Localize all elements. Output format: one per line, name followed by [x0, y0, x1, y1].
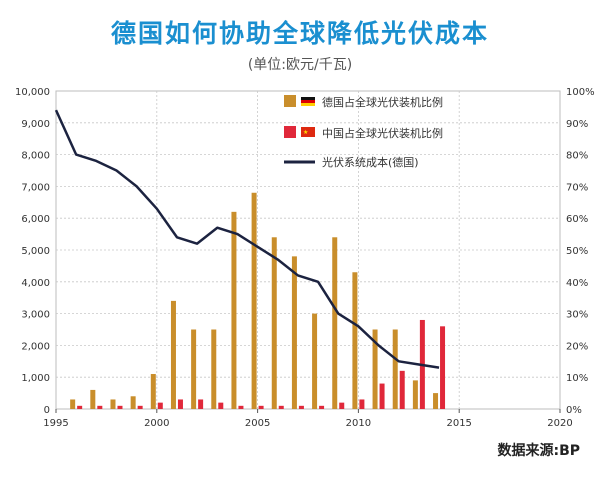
y-left-tick-label: 6,000	[21, 214, 50, 225]
bar-china	[218, 402, 224, 409]
bar-china	[359, 399, 365, 409]
svg-text:★: ★	[303, 129, 308, 136]
bar-germany	[251, 192, 257, 409]
y-right-tick-label: 10%	[566, 373, 588, 384]
grid-layer	[55, 90, 561, 410]
bar-germany	[130, 396, 136, 409]
y-right-tick-label: 0%	[566, 405, 582, 416]
y-left-tick-label: 2,000	[21, 341, 50, 352]
bar-china	[238, 405, 244, 409]
y-left-tick-label: 9,000	[21, 119, 50, 130]
bar-china	[440, 326, 446, 409]
bar-china	[339, 402, 345, 409]
bar-germany	[433, 393, 439, 409]
bar-china	[117, 405, 123, 409]
x-tick-label: 2015	[446, 418, 471, 429]
bar-china	[298, 405, 304, 409]
series-line-cost	[54, 109, 440, 369]
bar-germany	[372, 329, 378, 409]
bar-china	[97, 405, 103, 409]
bar-germany	[110, 399, 116, 409]
y-left-tick-label: 8,000	[21, 151, 50, 162]
y-right-tick-label: 60%	[566, 214, 588, 225]
y-left-tick-label: 1,000	[21, 373, 50, 384]
bar-germany	[332, 237, 338, 409]
chart-subtitle: (单位:欧元/千瓦)	[247, 57, 353, 73]
bar-china	[137, 405, 143, 409]
x-tick-label: 2020	[547, 418, 572, 429]
x-tick-label: 2010	[346, 418, 371, 429]
y-left-tick-label: 7,000	[21, 182, 50, 193]
bar-china	[77, 405, 83, 409]
bar-china	[198, 399, 204, 409]
bar-china	[157, 402, 163, 409]
bar-china	[319, 405, 325, 409]
legend-label-cost: 光伏系统成本(德国)	[322, 155, 419, 169]
y-left-tick-label: 4,000	[21, 278, 50, 289]
legend-label-germany: 德国占全球光伏装机比例	[322, 95, 443, 109]
china-flag-icon: ★	[301, 127, 315, 137]
bar-germany	[191, 329, 197, 409]
y-right-tick-label: 40%	[566, 278, 588, 289]
bar-germany	[170, 300, 176, 409]
y-right-tick-label: 90%	[566, 119, 588, 130]
bar-germany	[412, 380, 418, 409]
bar-germany	[90, 389, 96, 409]
x-tick-label: 2005	[245, 418, 270, 429]
legend: 德国占全球光伏装机比例 ★ 中国占全球光伏装机比例 光伏系统成本(德国)	[284, 95, 443, 169]
bar-germany	[291, 256, 297, 409]
y-left-tick-label: 3,000	[21, 310, 50, 321]
bar-germany	[150, 374, 156, 409]
y-left-tick-label: 10,000	[15, 87, 50, 98]
line-layer	[54, 109, 440, 369]
legend-swatch-germany-bar	[284, 95, 296, 107]
bar-layer	[70, 192, 446, 409]
legend-label-china: 中国占全球光伏装机比例	[322, 126, 443, 140]
bar-china	[399, 370, 405, 409]
bar-china	[258, 405, 264, 409]
bar-germany	[352, 272, 358, 409]
bar-germany	[312, 313, 318, 409]
bar-china	[379, 383, 385, 409]
axis-layer: 0 1,000 2,000 3,000 4,000 5,000 6,000 7,000 8,00…	[15, 87, 595, 429]
x-tick-label: 2000	[144, 418, 169, 429]
y-right-tick-label: 50%	[566, 246, 588, 257]
germany-flag-icon	[301, 97, 315, 106]
y-left-tick-label: 0	[44, 405, 50, 416]
bar-germany	[392, 329, 398, 409]
y-left-tick-label: 5,000	[21, 246, 50, 257]
bar-germany	[211, 329, 217, 409]
y-right-tick-label: 30%	[566, 310, 588, 321]
chart-title: 德国如何协助全球降低光伏成本	[110, 19, 489, 48]
y-right-tick-label: 70%	[566, 182, 588, 193]
bar-germany	[271, 237, 277, 409]
bar-china	[177, 399, 183, 409]
y-right-tick-label: 20%	[566, 341, 588, 352]
legend-swatch-china-bar	[284, 126, 296, 138]
y-right-tick-label: 80%	[566, 151, 588, 162]
bar-china	[278, 405, 284, 409]
bar-germany	[231, 211, 237, 409]
bar-germany	[70, 399, 76, 409]
data-source: 数据来源:BP	[497, 443, 580, 459]
y-right-tick-label: 100%	[566, 87, 595, 98]
x-tick-label: 1995	[43, 418, 68, 429]
